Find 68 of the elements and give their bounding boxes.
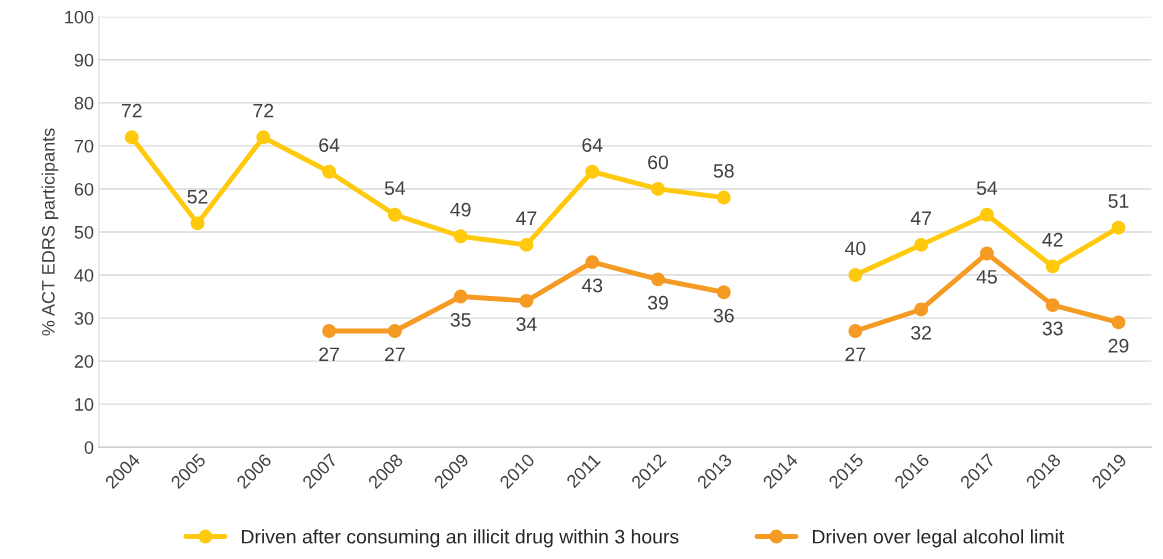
point: [1045, 298, 1060, 313]
data-label: 27: [319, 347, 339, 362]
point: [519, 237, 534, 252]
y-axis-title: % ACT EDRS participants: [41, 128, 59, 336]
data-label: 35: [450, 313, 471, 327]
point: [124, 130, 139, 145]
point: [651, 181, 665, 196]
data-label: 27: [845, 347, 866, 362]
point: [387, 207, 402, 222]
data-label: 32: [911, 325, 931, 340]
point: [979, 207, 994, 222]
data-label: 72: [253, 103, 274, 118]
point: [585, 255, 600, 270]
y-tick-label: 30: [74, 312, 94, 325]
point: [914, 237, 929, 252]
data-label: 60: [648, 155, 669, 170]
point: [1111, 220, 1126, 235]
data-label: 45: [976, 270, 997, 284]
point: [453, 229, 468, 244]
data-label: 42: [1042, 232, 1063, 247]
point: [190, 216, 205, 231]
data-label: 36: [713, 308, 734, 323]
y-tick-label: 70: [74, 139, 94, 153]
point: [453, 289, 468, 304]
data-label: 29: [1108, 338, 1129, 353]
point: [256, 130, 271, 145]
y-tick-label: 100: [65, 10, 94, 24]
y-tick-label: 90: [74, 53, 94, 67]
data-label: 51: [1108, 194, 1129, 208]
data-label: 34: [516, 317, 537, 332]
point: [519, 293, 534, 308]
data-label: 27: [385, 347, 405, 362]
point: [848, 268, 863, 282]
point: [914, 302, 929, 317]
data-label: 54: [384, 181, 406, 195]
point: [979, 246, 994, 261]
y-tick-label: 60: [74, 182, 94, 196]
point: [1045, 259, 1060, 274]
y-tick-label: 40: [74, 268, 94, 282]
y-tick-label: 0: [84, 441, 94, 454]
data-label: 47: [910, 211, 931, 225]
data-label: 40: [844, 241, 866, 256]
point: [322, 324, 337, 338]
point: [585, 164, 600, 179]
point: [716, 285, 731, 300]
data-label: 39: [647, 295, 668, 310]
legend-label: Driven over legal alcohol limit: [812, 529, 1065, 548]
data-label: 64: [319, 138, 340, 152]
point: [1111, 315, 1126, 330]
data-label: 47: [516, 211, 537, 225]
data-label: 58: [713, 164, 734, 178]
y-tick-label: 80: [74, 96, 94, 110]
y-tick-label: 10: [75, 398, 94, 411]
point: [716, 190, 731, 205]
legend-label: Driven after consuming an illicit drug within 3 hours: [242, 529, 679, 548]
data-label: 43: [581, 278, 603, 293]
point: [322, 164, 337, 179]
data-label: 72: [121, 103, 142, 118]
point: [848, 324, 863, 338]
data-label: 33: [1042, 321, 1063, 336]
data-label: 64: [582, 138, 603, 152]
point: [651, 272, 665, 287]
y-tick-label: 20: [74, 355, 94, 368]
data-label: 54: [976, 181, 998, 195]
y-tick-label: 50: [74, 225, 94, 239]
data-label: 52: [187, 189, 208, 204]
point: [387, 324, 402, 338]
data-label: 49: [450, 202, 471, 217]
